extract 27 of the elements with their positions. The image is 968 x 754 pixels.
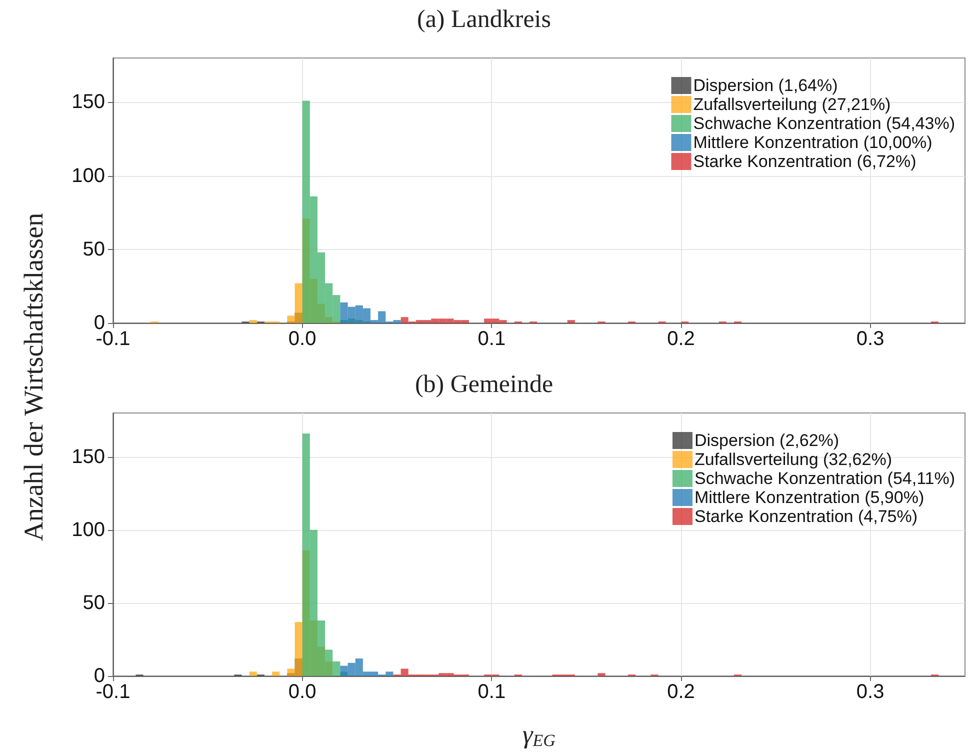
x-tick-label: 0.3: [856, 328, 884, 350]
legend-label: Zufallsverteilung (32,62%): [694, 450, 892, 469]
y-tick-label: 50: [82, 592, 105, 614]
x-tick-label: 0.1: [478, 328, 506, 350]
x-tick-label: 0.2: [667, 681, 695, 703]
legend-label: Starke Konzentration (6,72%): [693, 152, 916, 171]
legend-label: Starke Konzentration (4,75%): [694, 507, 918, 526]
chart-title: (b) Gemeinde: [414, 371, 554, 398]
chart-title: (a) Landkreis: [417, 6, 551, 33]
x-tick-label: 0.1: [478, 681, 506, 703]
x-tick-label: 0.0: [288, 681, 316, 703]
legend-label: Dispersion (2,62%): [694, 431, 840, 450]
x-tick-label: 0.0: [288, 328, 316, 350]
y-tick-label: 100: [72, 518, 105, 541]
legend-label: Mittlere Konzentration (10,00%): [693, 133, 932, 152]
legend-label: Schwache Konzentration (54,43%): [693, 114, 955, 133]
legend-label: Dispersion (1,64%): [693, 76, 838, 95]
legend-label: Zufallsverteilung (27,21%): [693, 95, 891, 114]
y-tick-label: 150: [72, 91, 105, 114]
legend-label: Mittlere Konzentration (5,90%): [694, 488, 924, 507]
y-tick-label: 150: [72, 446, 105, 468]
y-tick-label: 100: [72, 164, 105, 187]
y-tick-label: 50: [82, 238, 105, 260]
legend-label: Schwache Konzentration (54,11%): [694, 469, 956, 488]
x-tick-label: 0.2: [667, 328, 695, 350]
y-axis-title: Anzahl der Wirtschaftsklassen: [18, 212, 50, 542]
x-tick-label: 0.3: [856, 681, 884, 703]
